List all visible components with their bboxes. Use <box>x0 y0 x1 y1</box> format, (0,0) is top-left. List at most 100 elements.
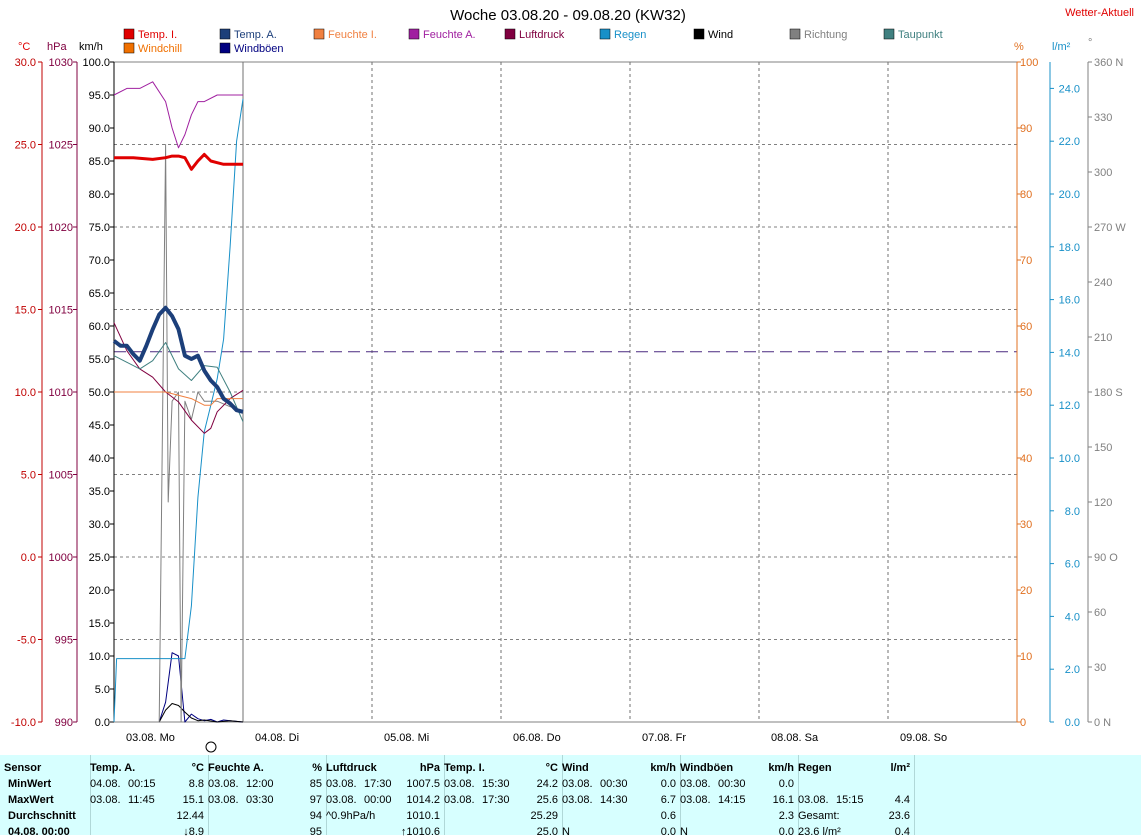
rain-tick-label: 4.0 <box>1065 611 1080 623</box>
series-line-regen <box>113 98 244 723</box>
table-column: Luftdruck hPa 03.08. 17:30 1007.5 03.08. 00:00… <box>326 755 445 838</box>
table-cell-date: N <box>680 826 688 838</box>
legend-swatch-taupunkt[interactable] <box>883 28 895 40</box>
legend-label-feuchte-i[interactable]: Feuchte I. <box>328 29 377 41</box>
humidity-tick-label: 10 <box>1020 651 1032 663</box>
pressure-tick-label: 995 <box>55 635 73 647</box>
time-marker <box>205 741 217 753</box>
speed-tick-label: 45.0 <box>89 420 110 432</box>
direction-unit: ° <box>1088 37 1092 49</box>
table-cell-date: 03.08. <box>562 778 593 790</box>
pressure-unit: hPa <box>47 41 67 53</box>
rain-tick-label: 12.0 <box>1059 400 1080 412</box>
table-cell-date: Gesamt: <box>798 810 840 822</box>
table-header: Sensor <box>4 762 42 774</box>
table-unit: hPa <box>419 762 440 774</box>
table-cell-time: 11:45 <box>128 794 155 806</box>
legend-swatch-regen[interactable] <box>599 28 611 40</box>
table-cell-value: 15.1 <box>182 794 204 806</box>
table-cell-time: 14:30 <box>600 794 628 806</box>
legend-label-regen[interactable]: Regen <box>614 29 646 41</box>
table-unit: km/h <box>768 762 794 774</box>
table-cell-date: 04.08. <box>90 778 121 790</box>
table-column: Regen l/m² 03.08. 15:15 4.4 Gesamt: 23.6 23.6 l… <box>798 755 915 838</box>
table-header: Windböen <box>680 762 734 774</box>
table-cell-date: 03.08. <box>208 794 239 806</box>
legend-swatch-temp-a[interactable] <box>219 28 231 40</box>
table-cell-value: 25.0 <box>536 826 558 838</box>
table-column: Temp. A. °C 04.08. 00:15 8.8 03.08. 11:45 15.1 1… <box>90 755 209 838</box>
pressure-tick-label: 1005 <box>49 470 73 482</box>
speed-tick-label: 65.0 <box>89 288 110 300</box>
series-layer <box>112 81 244 723</box>
legend-label-wind[interactable]: Wind <box>708 29 733 41</box>
direction-tick-label: 360 N <box>1094 57 1123 69</box>
legend-swatch-wind[interactable] <box>693 28 705 40</box>
table-column: Temp. I. °C 03.08. 15:30 24.2 03.08. 17:30 25.6… <box>444 755 563 838</box>
legend-swatch-feuchte-a[interactable] <box>408 28 420 40</box>
table-cell-value: 23.6 <box>888 810 910 822</box>
speed-tick-label: 20.0 <box>89 585 110 597</box>
legend-label-richtung[interactable]: Richtung <box>804 29 847 41</box>
chart-title: Woche 03.08.20 - 09.08.20 (KW32) <box>450 7 686 24</box>
direction-tick-label: 0 N <box>1094 717 1111 729</box>
table-cell-value: 12.44 <box>176 810 204 822</box>
legend-swatch-temp-i[interactable] <box>123 28 135 40</box>
temp-tick-label: 15.0 <box>15 305 36 317</box>
temp-tick-label: 10.0 <box>15 387 36 399</box>
table-column: Sensor MinWert MaxWert Durchschnitt 04.08. 0… <box>4 755 91 838</box>
legend-label-temp-a[interactable]: Temp. A. <box>234 29 277 41</box>
legend-swatch-feuchte-i[interactable] <box>313 28 325 40</box>
time-marker-icon[interactable] <box>205 741 217 753</box>
legend-swatch-richtung[interactable] <box>789 28 801 40</box>
table-header: Regen <box>798 762 832 774</box>
table-header: Feuchte A. <box>208 762 264 774</box>
table-cell-date: 23.6 l/m² <box>798 826 841 838</box>
legend-label-windchill[interactable]: Windchill <box>138 43 182 55</box>
table-cell-date: 03.08. <box>326 778 357 790</box>
legend: Temp. I. Temp. A. Feuchte I. Feuchte A. Luft… <box>123 28 943 55</box>
table-cell-value: 24.2 <box>536 778 558 790</box>
legend-swatch-windchill[interactable] <box>123 42 135 54</box>
legend-label-windböen[interactable]: Windböen <box>234 43 284 55</box>
speed-tick-label: 40.0 <box>89 453 110 465</box>
series-line-windböen <box>114 652 244 723</box>
rain-unit: l/m² <box>1052 41 1071 53</box>
table-cell-value: 97 <box>309 794 322 806</box>
legend-swatch-windböen[interactable] <box>219 42 231 54</box>
x-tick-label: 05.08. Mi <box>384 732 429 744</box>
table-unit: °C <box>191 762 204 774</box>
table-cell-date: 03.08. <box>444 778 475 790</box>
speed-tick-label: 55.0 <box>89 354 110 366</box>
legend-swatch-luftdruck[interactable] <box>504 28 516 40</box>
table-header: Wind <box>562 762 589 774</box>
legend-label-temp-i[interactable]: Temp. I. <box>138 29 177 41</box>
humidity-tick-label: 20 <box>1020 585 1032 597</box>
table-cell-date: 03.08. <box>208 778 239 790</box>
table-cell-time: 15:15 <box>836 794 864 806</box>
rain-tick-label: 14.0 <box>1059 347 1080 359</box>
direction-tick-label: 120 <box>1094 497 1112 509</box>
table-cell-date: 03.08. <box>326 794 357 806</box>
table-cell-value: 0.0 <box>660 778 676 790</box>
table-cell-value: 95 <box>309 826 322 838</box>
table-row-label: 04.08. 00:00 <box>8 826 70 838</box>
table-cell-value: ↓8.9 <box>183 826 204 838</box>
table-cell-value: 0.0 <box>778 826 794 838</box>
x-tick-label: 03.08. Mo <box>126 732 175 744</box>
table-cell-value: 0.6 <box>660 810 676 822</box>
temp-tick-label: 5.0 <box>21 470 36 482</box>
x-axis-ticks: 03.08. Mo 04.08. Di 05.08. Mi 06.08. Do 07.0… <box>126 732 947 744</box>
rain-tick-label: 6.0 <box>1065 559 1080 571</box>
speed-tick-label: 75.0 <box>89 222 110 234</box>
rain-tick-label: 10.0 <box>1059 453 1080 465</box>
legend-label-feuchte-a[interactable]: Feuchte A. <box>423 29 476 41</box>
legend-label-luftdruck[interactable]: Luftdruck <box>519 29 565 41</box>
rain-tick-label: 18.0 <box>1059 242 1080 254</box>
legend-label-taupunkt[interactable]: Taupunkt <box>898 29 943 41</box>
brand-label[interactable]: Wetter-Aktuell <box>1065 7 1134 19</box>
table-cell-date: 03.08. <box>90 794 121 806</box>
table-unit: % <box>312 762 322 774</box>
series-line-temp-i <box>114 152 243 171</box>
speed-tick-label: 35.0 <box>89 486 110 498</box>
